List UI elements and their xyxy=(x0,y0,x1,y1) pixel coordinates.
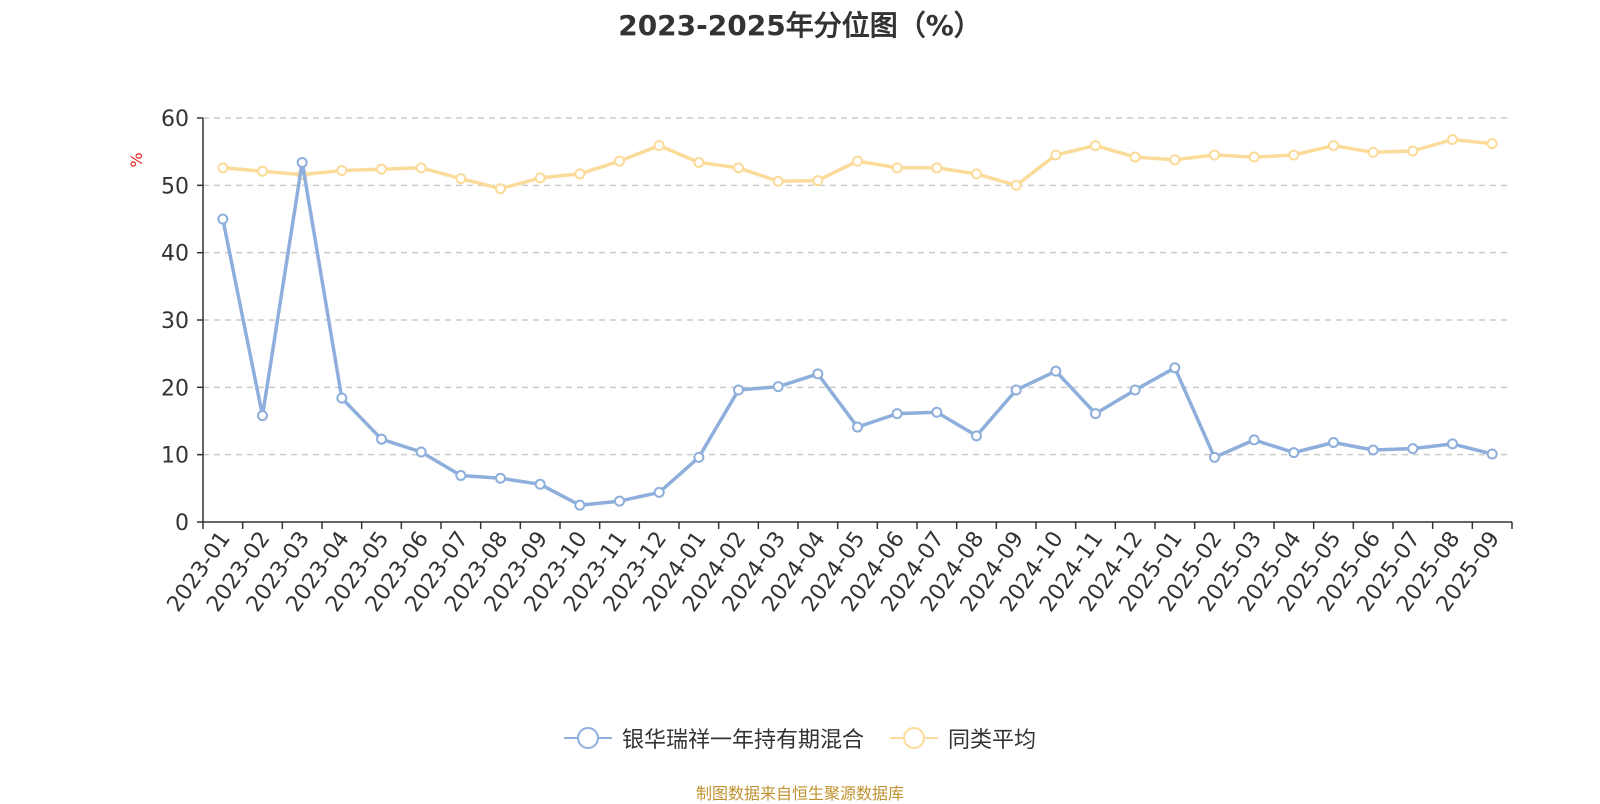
data-point[interactable] xyxy=(812,368,824,380)
data-point[interactable] xyxy=(931,162,943,174)
data-point[interactable] xyxy=(1129,384,1141,396)
data-point[interactable] xyxy=(772,175,784,187)
legend-label-fund: 银华瑞祥一年持有期混合 xyxy=(621,728,864,753)
data-point[interactable] xyxy=(1407,145,1419,157)
data-point[interactable] xyxy=(653,486,665,498)
data-point[interactable] xyxy=(495,183,506,195)
data-point[interactable] xyxy=(1209,451,1220,463)
chart-title: 2023-2025年分位图（%） xyxy=(618,9,982,42)
data-point[interactable] xyxy=(1248,434,1260,446)
axes xyxy=(197,117,1513,529)
data-point[interactable] xyxy=(1367,444,1379,456)
data-point[interactable] xyxy=(415,446,427,458)
legend-label-peer-average: 同类平均 xyxy=(948,728,1037,753)
data-point[interactable] xyxy=(495,472,506,484)
data-point[interactable] xyxy=(733,384,744,396)
data-point[interactable] xyxy=(1328,140,1339,152)
data-point[interactable] xyxy=(1486,138,1498,150)
data-point[interactable] xyxy=(376,163,387,175)
data-point[interactable] xyxy=(693,451,705,463)
data-point[interactable] xyxy=(1367,146,1379,158)
data-point[interactable] xyxy=(534,172,546,184)
data-point[interactable] xyxy=(257,165,268,177)
y-tick-label: 0 xyxy=(175,511,189,536)
data-point[interactable] xyxy=(376,433,387,445)
data-point[interactable] xyxy=(1447,438,1458,450)
data-point[interactable] xyxy=(891,162,903,174)
y-axis-unit-label: % xyxy=(127,152,146,167)
data-point[interactable] xyxy=(614,155,625,167)
data-point[interactable] xyxy=(1169,362,1181,374)
data-point[interactable] xyxy=(296,156,308,168)
data-point[interactable] xyxy=(217,162,229,174)
y-tick-label: 60 xyxy=(161,107,189,132)
data-point[interactable] xyxy=(693,156,705,168)
data-point[interactable] xyxy=(574,499,586,511)
series-line xyxy=(221,160,1494,507)
data-point[interactable] xyxy=(1169,154,1181,166)
data-point[interactable] xyxy=(1010,179,1022,191)
data-point[interactable] xyxy=(772,381,784,393)
y-tick-label: 40 xyxy=(161,242,189,267)
data-point[interactable] xyxy=(1447,134,1458,146)
data-point[interactable] xyxy=(812,175,824,187)
data-point[interactable] xyxy=(257,410,268,422)
data-point[interactable] xyxy=(931,406,943,418)
data-point[interactable] xyxy=(891,408,903,420)
y-tick-label: 50 xyxy=(161,174,189,199)
data-point[interactable] xyxy=(1288,447,1300,459)
legend: 银华瑞祥一年持有期混合 同类平均 xyxy=(0,722,1600,754)
data-point[interactable] xyxy=(534,478,546,490)
y-tick-label: 30 xyxy=(161,309,189,334)
data-point[interactable] xyxy=(971,430,982,442)
data-point[interactable] xyxy=(336,165,348,177)
data-point[interactable] xyxy=(455,470,467,482)
data-point[interactable] xyxy=(1328,437,1339,449)
data-point[interactable] xyxy=(1407,443,1419,455)
data-point[interactable] xyxy=(971,168,982,180)
source-note: 制图数据来自恒生聚源数据库 xyxy=(695,784,904,803)
data-point[interactable] xyxy=(217,213,229,225)
data-point[interactable] xyxy=(653,140,665,152)
data-point[interactable] xyxy=(574,168,586,180)
y-tick-label: 20 xyxy=(161,376,189,401)
data-point[interactable] xyxy=(1209,149,1220,161)
legend-line-marker-icon xyxy=(563,726,612,750)
legend-line-marker-icon xyxy=(890,726,938,750)
data-point[interactable] xyxy=(1050,149,1062,161)
data-point[interactable] xyxy=(1090,408,1101,420)
legend-item-fund[interactable]: 银华瑞祥一年持有期混合 xyxy=(563,722,864,754)
data-point[interactable] xyxy=(1248,151,1260,163)
data-point[interactable] xyxy=(1050,365,1062,377)
data-point[interactable] xyxy=(455,173,467,185)
y-tick-label: 10 xyxy=(161,444,189,469)
data-point[interactable] xyxy=(852,155,863,167)
grid-lines xyxy=(203,117,1512,456)
data-point[interactable] xyxy=(415,162,427,174)
data-point[interactable] xyxy=(1010,384,1022,396)
data-point[interactable] xyxy=(733,162,744,174)
data-point[interactable] xyxy=(852,421,863,433)
legend-item-peer-average[interactable]: 同类平均 xyxy=(890,722,1036,754)
data-point[interactable] xyxy=(1090,140,1101,152)
data-point[interactable] xyxy=(1486,448,1498,460)
data-point[interactable] xyxy=(614,495,625,507)
tick-labels: 01020304050602023-012023-022023-032023-0… xyxy=(161,107,1505,617)
series-lines xyxy=(217,134,1498,511)
data-point[interactable] xyxy=(1129,151,1141,163)
data-point[interactable] xyxy=(1288,149,1300,161)
data-point[interactable] xyxy=(336,392,348,404)
